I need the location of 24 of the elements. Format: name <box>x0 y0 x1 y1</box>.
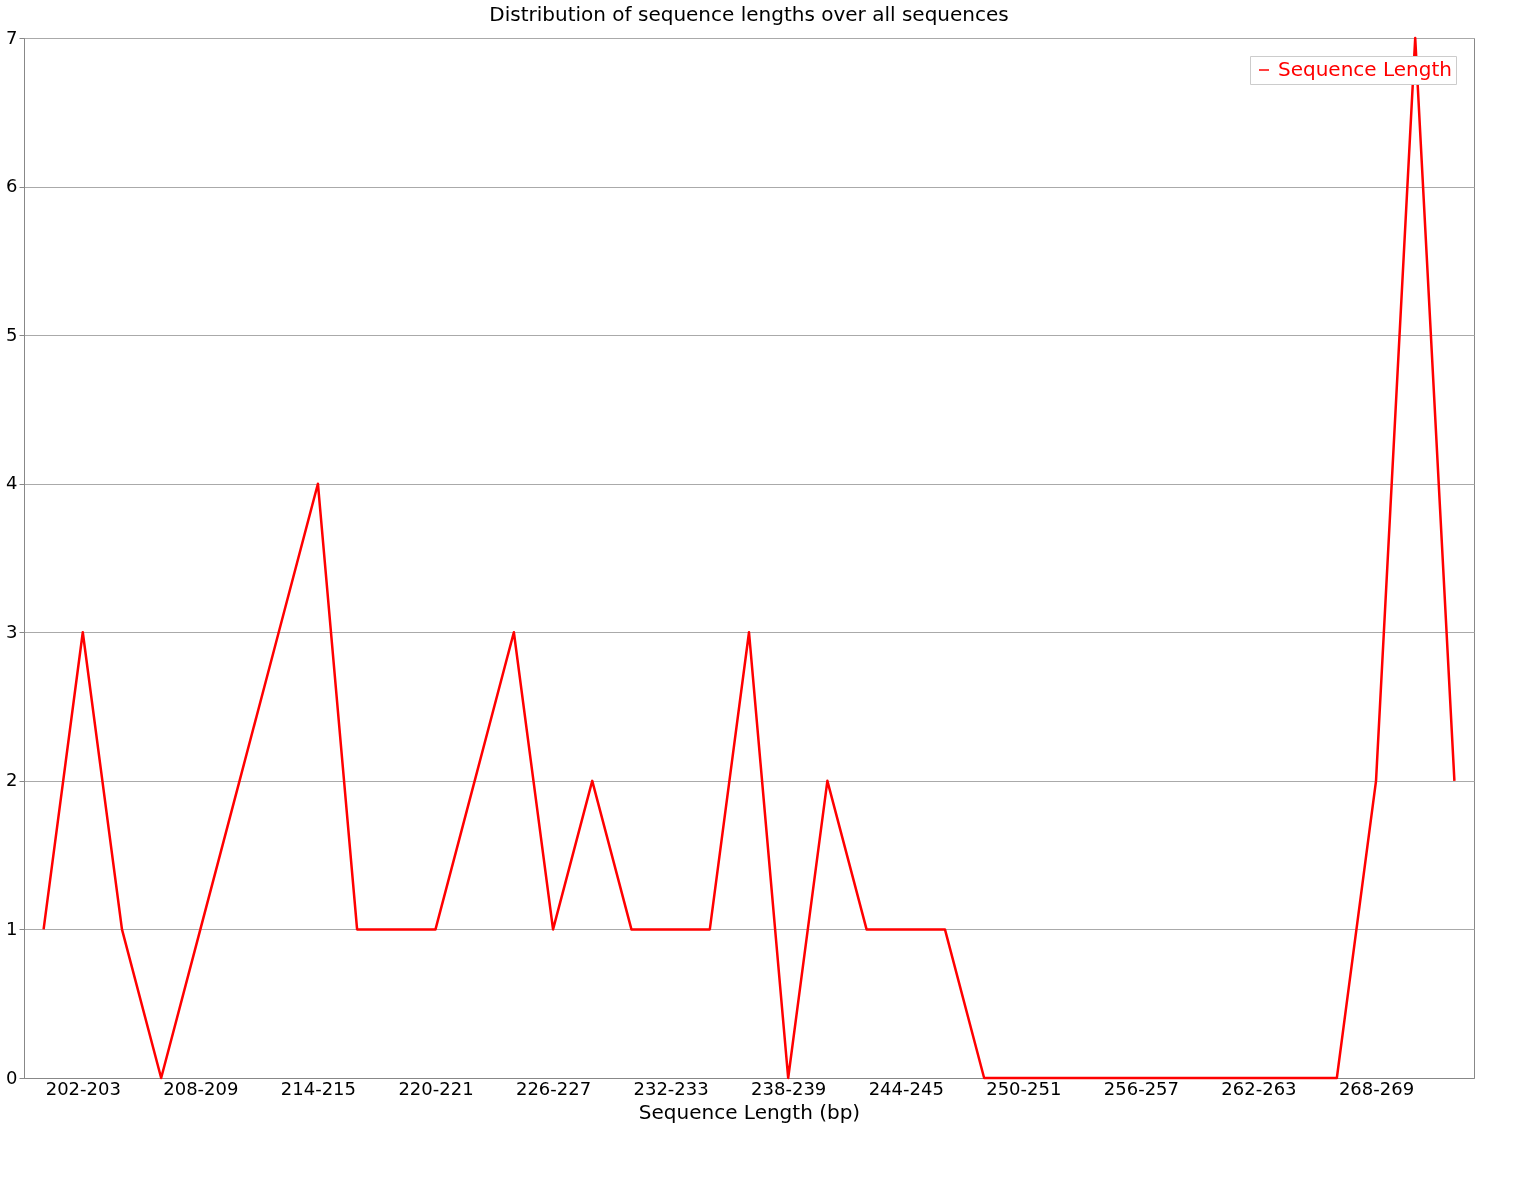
x-tick-label: 256-257 <box>1103 1077 1179 1099</box>
x-tick-label: 262-263 <box>1221 1077 1297 1099</box>
y-tick-label: 0 <box>6 1066 18 1088</box>
y-tick-label: 6 <box>6 175 18 197</box>
x-axis-title: Sequence Length (bp) <box>638 1099 861 1124</box>
x-tick-label: 226-227 <box>515 1077 592 1099</box>
y-tick-label: 3 <box>6 620 18 642</box>
x-tick-label: 238-239 <box>751 1077 827 1099</box>
x-tick-label: 202-203 <box>45 1077 121 1099</box>
y-tick-label: 2 <box>6 769 18 791</box>
x-tick-label: 214-215 <box>280 1077 357 1099</box>
y-tick-label: 1 <box>6 917 18 939</box>
x-tick-label: 244-245 <box>868 1077 944 1099</box>
x-tick-label: 268-269 <box>1338 1077 1415 1099</box>
legend-label: Sequence Length <box>1278 57 1452 81</box>
line-series <box>42 36 1456 1080</box>
x-tick-label: 232-233 <box>633 1077 709 1099</box>
x-tick-label: 208-209 <box>163 1077 239 1099</box>
y-tick-label: 5 <box>6 323 18 345</box>
chart-title: Distribution of sequence lengths over all sequences <box>489 2 1009 26</box>
y-tick-label: 7 <box>6 26 18 48</box>
y-tick-label: 4 <box>6 472 18 494</box>
x-tick-label: 220-221 <box>398 1077 474 1099</box>
x-tick-label: 250-251 <box>986 1077 1062 1099</box>
